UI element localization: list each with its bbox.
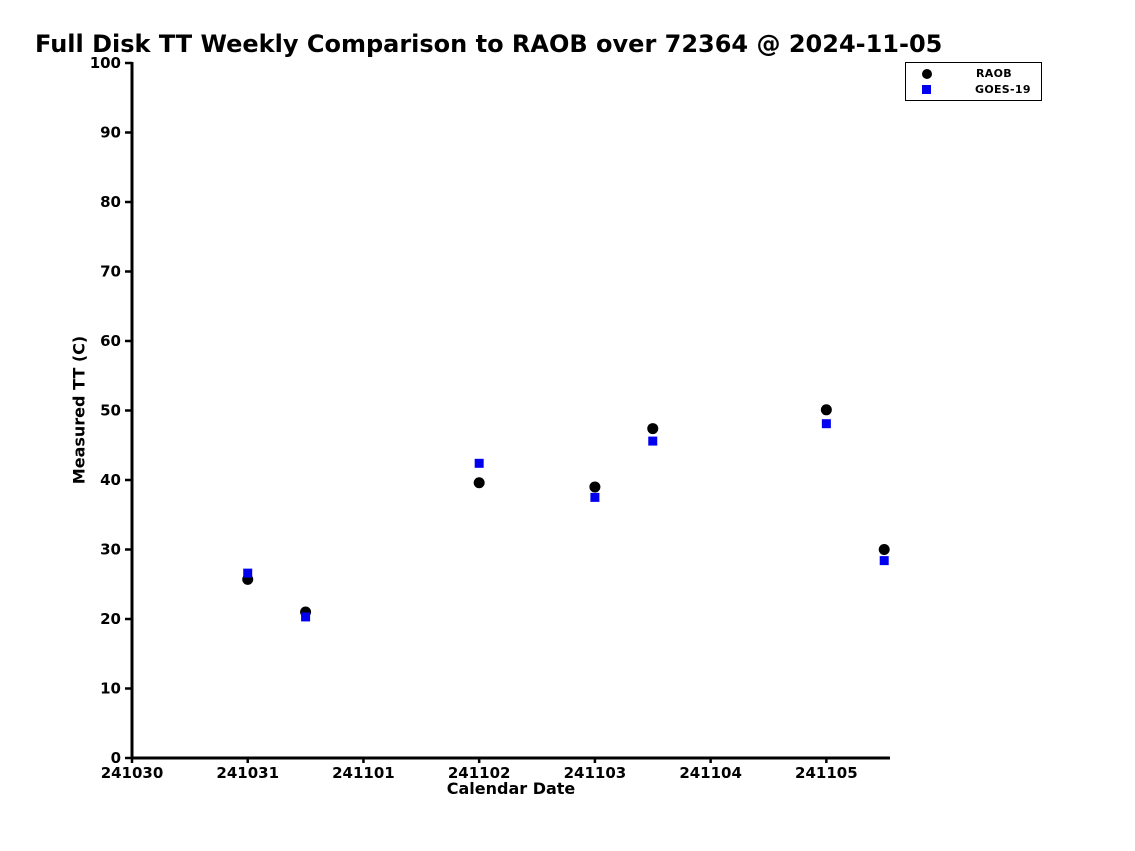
y-tick-label: 100 [90,54,121,72]
legend-label-raob: RAOB [976,67,1012,80]
legend-item-raob: RAOB [906,67,1041,80]
x-axis-label: Calendar Date [446,779,576,798]
y-tick-label: 70 [100,263,121,281]
legend: RAOB GOES-19 [905,62,1042,101]
y-tick-label: 30 [100,541,121,559]
y-tick-label: 10 [100,680,121,698]
data-point-raob [473,477,485,489]
x-tick-label: 241030 [101,764,164,782]
y-tick-label: 60 [100,332,121,350]
x-tick-label: 241101 [332,764,395,782]
data-point-goes-19 [879,556,889,566]
legend-label-goes19: GOES-19 [975,83,1031,96]
data-point-goes-19 [243,568,253,578]
y-tick-label: 90 [100,124,121,142]
x-tick-label: 241102 [448,764,511,782]
x-tick-label: 241031 [216,764,279,782]
y-tick-label: 20 [100,610,121,628]
x-tick-label: 241105 [795,764,858,782]
raob-circle-marker-icon [922,68,932,79]
y-tick-label: 0 [111,749,121,767]
y-axis-label: Measured TT (C) [69,335,89,485]
data-point-raob [878,544,890,555]
y-tick-label: 80 [100,193,121,211]
x-tick-label: 241104 [679,764,742,782]
data-point-goes-19 [301,612,311,622]
x-tick-label: 241103 [564,764,627,782]
data-point-raob [589,481,601,493]
legend-item-goes19: GOES-19 [906,83,1041,96]
goes19-square-marker-icon [922,85,931,94]
data-point-raob [820,404,832,416]
chart-title: Full Disk TT Weekly Comparison to RAOB o… [35,30,943,58]
y-tick-label: 50 [100,402,121,420]
y-tick-label: 40 [100,471,121,489]
data-point-goes-19 [590,492,600,502]
data-point-raob [647,423,659,435]
data-point-goes-19 [474,458,484,468]
data-point-goes-19 [821,419,831,429]
data-point-goes-19 [648,436,658,446]
